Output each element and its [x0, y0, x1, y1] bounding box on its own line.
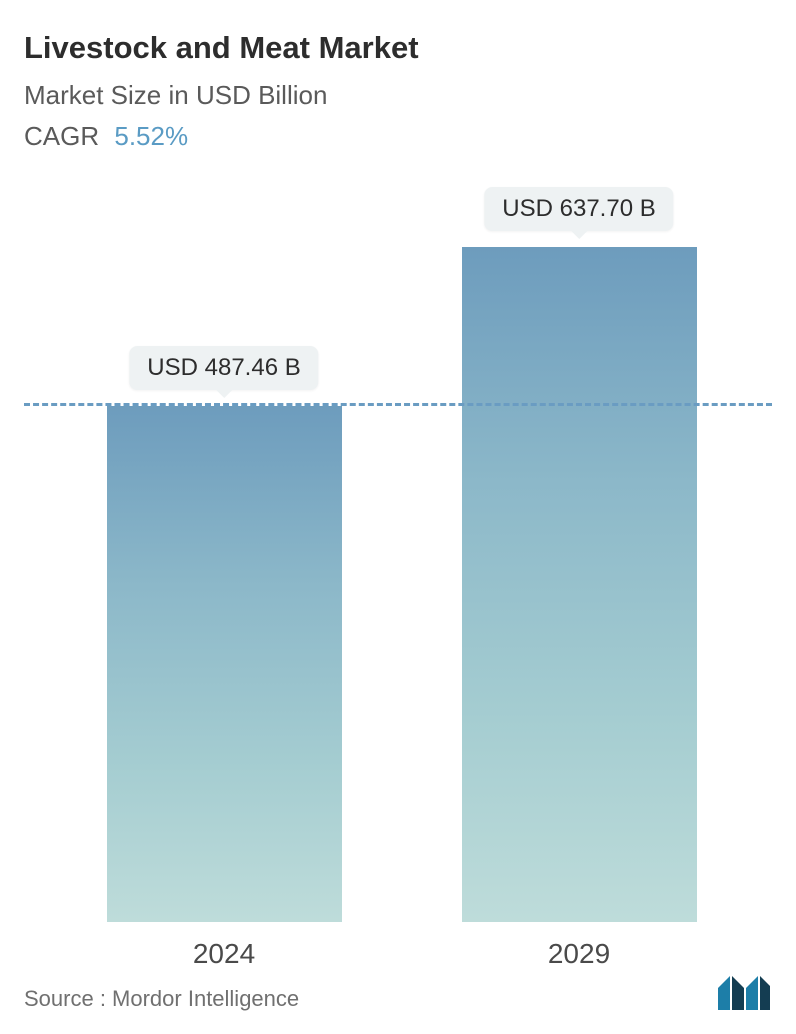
cagr-label: CAGR [24, 121, 99, 151]
brand-logo [716, 974, 772, 1012]
chart-subtitle: Market Size in USD Billion [24, 80, 772, 111]
axis-label-2029: 2029 [548, 938, 610, 970]
bar-2024 [107, 406, 342, 922]
logo-icon [716, 974, 772, 1012]
chart-title: Livestock and Meat Market [24, 30, 772, 66]
reference-line [24, 403, 772, 406]
value-label-2024: USD 487.46 B [129, 346, 318, 390]
value-label-2029: USD 637.70 B [484, 187, 673, 231]
source-text: Source : Mordor Intelligence [24, 986, 299, 1012]
bar-2029 [462, 247, 697, 922]
axis-label-2024: 2024 [193, 938, 255, 970]
cagr-row: CAGR 5.52% [24, 121, 772, 152]
footer: Source : Mordor Intelligence [24, 974, 772, 1012]
cagr-value: 5.52% [114, 121, 188, 151]
bar-fill [107, 406, 342, 922]
bar-fill [462, 247, 697, 922]
chart-area: USD 487.46 B2024USD 637.70 B2029 [24, 182, 772, 922]
